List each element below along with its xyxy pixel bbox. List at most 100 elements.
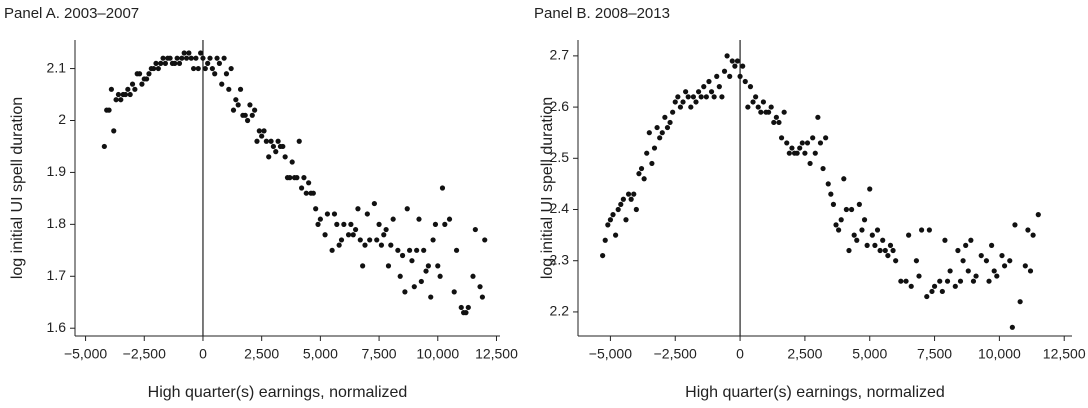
point (259, 133, 265, 139)
point (667, 119, 673, 126)
point (390, 216, 396, 222)
y-tick-label: 2.7 (550, 47, 570, 63)
point (794, 150, 800, 156)
point (765, 109, 772, 115)
point (111, 128, 117, 134)
point (378, 242, 385, 248)
point (313, 206, 319, 212)
point (960, 258, 966, 264)
point (158, 60, 164, 66)
point (409, 258, 415, 264)
point (727, 73, 733, 79)
point (200, 55, 206, 61)
point (869, 232, 875, 238)
point (929, 288, 935, 295)
point (615, 206, 621, 213)
y-axis-title: log initial UI spell duration (539, 97, 556, 279)
point (465, 304, 471, 311)
point (613, 232, 619, 238)
point (355, 206, 361, 212)
point (994, 273, 1000, 279)
point (331, 211, 338, 217)
point (122, 91, 129, 98)
point (628, 196, 634, 202)
point (205, 60, 211, 66)
point (965, 268, 971, 274)
point (167, 55, 173, 61)
point (385, 263, 392, 269)
point (880, 237, 886, 243)
point (952, 283, 958, 289)
point (893, 258, 899, 264)
y-tick-label: 1.6 (47, 319, 67, 335)
y-tick-label: 2.3 (550, 251, 570, 267)
point (602, 237, 608, 243)
point (978, 252, 984, 259)
x-tick-label: 0 (736, 346, 744, 362)
point (348, 221, 354, 227)
point (983, 258, 990, 264)
point (841, 176, 847, 182)
point (186, 50, 192, 56)
point (198, 50, 204, 56)
x-tick-label: 12,500 (1043, 346, 1086, 362)
point (698, 94, 704, 100)
point (734, 58, 741, 64)
point (781, 109, 787, 115)
point (633, 206, 639, 213)
point (729, 58, 735, 64)
x-tick-label: −2,500 (654, 346, 697, 362)
point (916, 273, 922, 279)
point (939, 288, 945, 295)
point (688, 104, 694, 110)
point (732, 63, 738, 69)
point (425, 263, 431, 269)
y-axis-title: log initial UI spell duration (9, 97, 26, 279)
point (209, 65, 215, 72)
point (317, 216, 323, 222)
y-tick-label: 1.7 (47, 267, 67, 283)
point (675, 94, 681, 100)
point (341, 221, 347, 227)
point (442, 221, 448, 227)
point (708, 89, 715, 95)
point (817, 140, 824, 146)
point (926, 227, 932, 233)
point (207, 55, 213, 61)
y-tick-label: 2.5 (550, 149, 570, 165)
point (458, 304, 464, 311)
x-tick-label: −2,500 (123, 346, 166, 362)
point (472, 226, 478, 233)
point (1009, 324, 1015, 330)
point (244, 117, 251, 124)
point (649, 160, 655, 167)
x-tick-label: 12,500 (475, 346, 518, 362)
point (364, 211, 370, 217)
point (360, 263, 366, 269)
x-tick-label: 10,000 (416, 346, 459, 362)
point (812, 150, 818, 156)
point (367, 237, 373, 243)
point (106, 107, 112, 113)
point (755, 104, 761, 110)
point (825, 181, 831, 187)
point (740, 63, 746, 69)
point (151, 65, 157, 72)
point (315, 221, 321, 227)
point (986, 278, 992, 284)
point (263, 138, 269, 144)
point (336, 242, 342, 248)
point (872, 242, 878, 248)
point (768, 104, 774, 110)
panel-title: Panel A. 2003–2007 (4, 5, 139, 22)
x-tick-label: 2,500 (244, 346, 279, 362)
point (404, 206, 410, 212)
point (991, 268, 997, 274)
point (843, 206, 849, 213)
point (973, 273, 979, 279)
point (219, 81, 225, 87)
point (352, 226, 359, 233)
point (1027, 268, 1034, 274)
point (856, 201, 862, 207)
y-tick-label: 2.4 (550, 200, 570, 216)
